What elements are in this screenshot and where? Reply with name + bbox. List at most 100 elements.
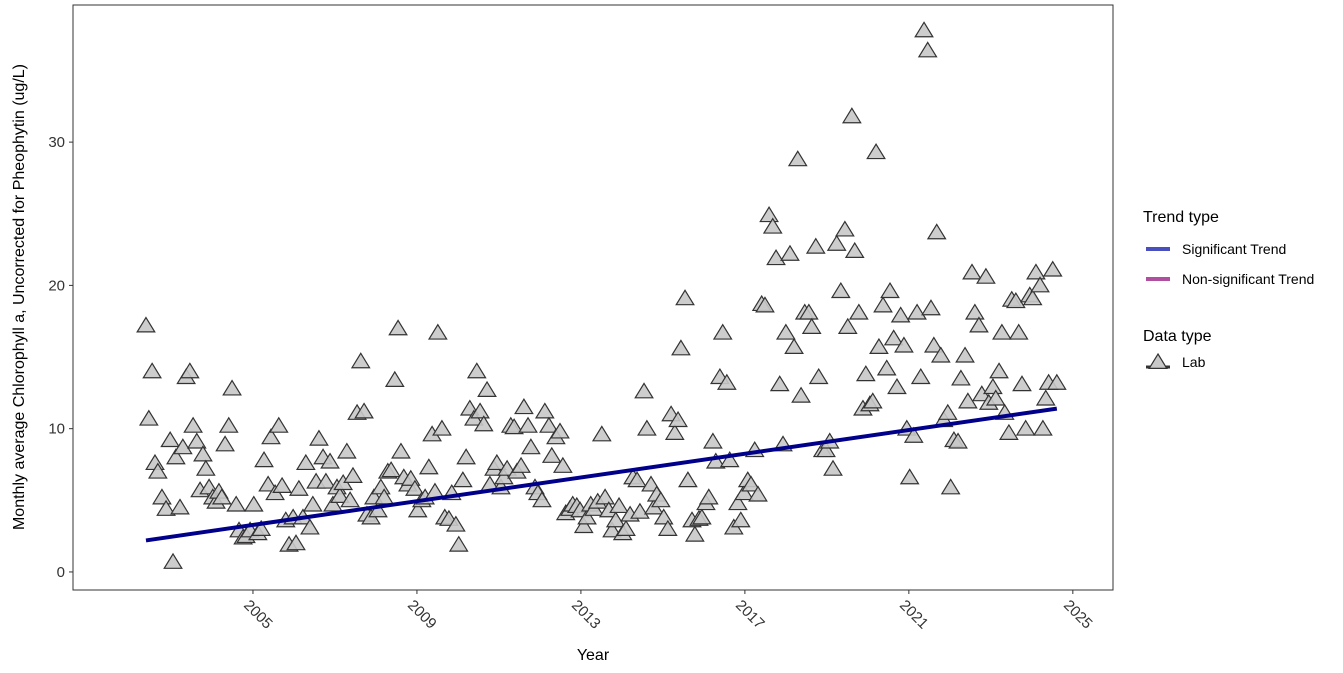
data-point <box>862 392 883 409</box>
legend-label: Significant Trend <box>1182 241 1286 257</box>
x-tick-label: 2009 <box>404 597 440 633</box>
data-point <box>316 472 336 489</box>
data-point <box>983 377 1003 395</box>
data-point <box>1022 289 1043 306</box>
data-point <box>698 488 719 505</box>
data-point <box>958 392 978 409</box>
data-point <box>289 479 309 496</box>
data-point <box>1012 375 1032 392</box>
data-point <box>470 402 490 419</box>
data-point <box>418 458 439 475</box>
data-point <box>354 402 374 419</box>
data-point <box>142 362 162 379</box>
data-point <box>251 519 272 536</box>
data-point <box>866 142 886 160</box>
data-point <box>653 508 674 525</box>
data-point <box>1015 419 1036 436</box>
data-point <box>791 386 811 403</box>
data-point <box>493 468 514 485</box>
x-axis-title: Year <box>577 647 610 664</box>
data-point <box>880 281 900 299</box>
data-point <box>534 402 555 419</box>
data-point <box>539 416 559 433</box>
data-point <box>553 456 573 473</box>
data-point <box>541 446 562 463</box>
data-point <box>630 502 650 519</box>
data-point <box>830 281 851 299</box>
data-point <box>1035 389 1056 406</box>
data-point <box>637 419 657 436</box>
data-point <box>734 483 754 501</box>
data-point <box>835 220 855 237</box>
data-point <box>826 234 847 251</box>
data-point <box>668 410 688 428</box>
data-point <box>336 442 357 459</box>
data-point <box>160 430 181 448</box>
data-point <box>719 451 740 468</box>
data-point <box>550 422 570 439</box>
data-point <box>518 416 538 433</box>
data-point <box>1033 419 1053 436</box>
data-point <box>671 339 691 356</box>
data-point <box>808 367 829 385</box>
data-point <box>776 323 796 340</box>
data-point <box>591 425 612 442</box>
data-point <box>374 488 395 505</box>
data-point <box>716 373 737 390</box>
data-point <box>664 423 685 440</box>
data-point <box>917 41 938 58</box>
data-point <box>179 362 200 379</box>
legend-title: Data type <box>1143 328 1212 345</box>
data-point <box>873 296 893 313</box>
data-point <box>309 429 329 446</box>
data-point <box>456 448 476 465</box>
data-point <box>340 491 360 508</box>
x-tick-label: 2021 <box>896 597 932 633</box>
data-point <box>1030 276 1050 293</box>
data-point <box>787 150 808 167</box>
data-point <box>320 452 340 469</box>
data-point <box>691 508 712 525</box>
x-tick-label: 2013 <box>568 597 604 633</box>
data-point <box>842 107 862 124</box>
data-point <box>147 462 168 479</box>
data-point <box>448 535 469 552</box>
data-point <box>684 525 705 542</box>
data-point <box>405 479 425 496</box>
data-point <box>521 438 541 455</box>
x-tick-label: 2017 <box>732 597 768 633</box>
data-point <box>1005 292 1026 309</box>
y-axis-title: Monthly average Chlorophyll a, Uncorrect… <box>11 64 28 530</box>
data-point <box>602 521 622 538</box>
data-point <box>816 441 836 458</box>
data-point <box>883 329 904 346</box>
data-point <box>923 336 944 353</box>
data-point <box>432 419 452 436</box>
data-point <box>226 495 247 512</box>
data-point <box>705 452 726 469</box>
data-point <box>627 471 647 488</box>
data-point <box>759 206 779 223</box>
data-point <box>222 379 242 396</box>
data-point <box>286 534 306 551</box>
data-point <box>577 508 597 525</box>
data-point <box>730 511 751 528</box>
data-point <box>166 448 186 465</box>
data-point <box>452 471 473 488</box>
data-point <box>907 303 927 320</box>
data-point <box>969 316 989 333</box>
data-point <box>903 426 924 443</box>
data-point <box>211 488 232 505</box>
legend-label: Lab <box>1182 354 1206 370</box>
data-point <box>837 317 858 334</box>
data-point <box>641 475 661 492</box>
trend-line <box>145 406 1058 543</box>
data-point <box>766 249 786 266</box>
y-tick-label: 30 <box>48 134 65 151</box>
data-point <box>748 485 768 502</box>
data-point <box>989 362 1009 379</box>
data-point <box>446 515 466 532</box>
data-point <box>595 488 615 505</box>
data-point <box>914 21 934 38</box>
data-point <box>921 299 941 316</box>
